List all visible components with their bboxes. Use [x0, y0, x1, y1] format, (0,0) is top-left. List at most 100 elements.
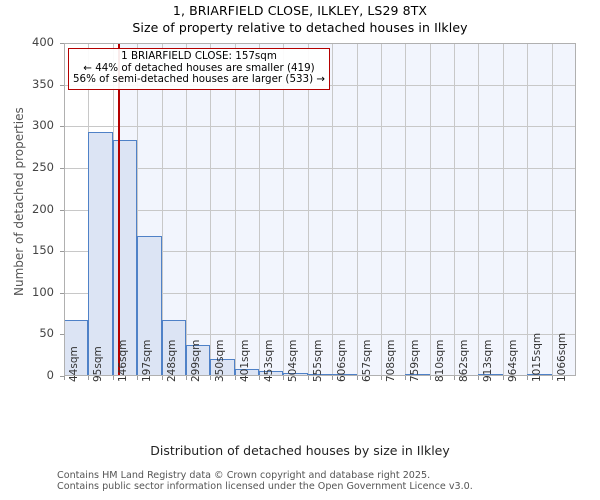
- gridline-vertical: [551, 43, 553, 376]
- gridline-horizontal: [64, 334, 576, 336]
- footer-line-2: Contains public sector information licen…: [57, 481, 473, 492]
- y-tick-label: 150: [32, 243, 54, 258]
- y-tick-label: 350: [32, 76, 54, 91]
- annotation-line-2: ← 44% of detached houses are smaller (41…: [83, 61, 315, 74]
- y-tick-label: 0: [46, 368, 54, 382]
- gridline-vertical: [380, 43, 382, 376]
- x-tick-label: 453sqm: [263, 339, 276, 382]
- x-tick-label: 197sqm: [141, 339, 154, 382]
- y-tick-mark: [60, 167, 64, 169]
- histogram-bar: [185, 345, 211, 376]
- x-tick-label: 1066sqm: [555, 332, 568, 382]
- y-tick-mark: [60, 84, 64, 86]
- x-tick-label: 964sqm: [506, 339, 519, 382]
- gridline-vertical: [259, 43, 261, 376]
- y-tick-label: 100: [32, 284, 54, 299]
- x-tick-mark: [405, 376, 407, 380]
- gridline-vertical: [429, 43, 431, 376]
- gridline-vertical: [502, 43, 504, 376]
- gridline-vertical: [161, 43, 163, 376]
- gridline-vertical: [527, 43, 529, 376]
- x-tick-label: 95sqm: [92, 346, 105, 382]
- x-tick-mark: [380, 376, 382, 380]
- gridline-horizontal: [64, 251, 576, 253]
- x-tick-mark: [454, 376, 456, 380]
- gridline-horizontal: [64, 167, 576, 169]
- x-tick-label: 555sqm: [311, 339, 324, 382]
- x-tick-mark: [551, 376, 553, 380]
- x-tick-label: 44sqm: [68, 346, 80, 382]
- page-subtitle: Size of property relative to detached ho…: [132, 20, 468, 35]
- gridline-vertical: [478, 43, 480, 376]
- x-tick-label: 299sqm: [189, 339, 202, 382]
- gridline-vertical: [454, 43, 456, 376]
- y-tick-label: 200: [32, 201, 54, 216]
- x-tick-label: 862sqm: [458, 339, 471, 382]
- x-tick-mark: [356, 376, 358, 380]
- plot-area: [64, 43, 576, 376]
- annotation-line-1: 1 BRIARFIELD CLOSE: 157sqm: [121, 50, 277, 62]
- x-tick-mark: [332, 376, 334, 380]
- x-tick-mark: [112, 376, 114, 380]
- x-tick-mark: [234, 376, 236, 380]
- gridline-vertical: [137, 43, 139, 376]
- gridline-horizontal: [64, 126, 576, 128]
- gridline-vertical: [307, 43, 309, 376]
- x-tick-label: 146sqm: [116, 339, 129, 382]
- x-tick-label: 401sqm: [238, 339, 251, 382]
- x-tick-mark: [161, 376, 163, 380]
- histogram-bar: [137, 236, 162, 376]
- gridline-vertical: [405, 43, 407, 376]
- x-tick-mark: [64, 376, 65, 380]
- gridline-vertical: [332, 43, 334, 376]
- gridline-vertical: [234, 43, 236, 376]
- x-tick-mark: [137, 376, 139, 380]
- x-tick-label: 708sqm: [384, 339, 397, 382]
- x-tick-mark: [88, 376, 90, 380]
- gridline-vertical: [210, 43, 212, 376]
- annotation-line-3: 56% of semi-detached houses are larger (…: [73, 73, 326, 86]
- y-tick-label: 50: [39, 326, 54, 341]
- gridline-horizontal: [64, 43, 576, 44]
- x-tick-mark: [185, 376, 187, 380]
- gridline-vertical: [185, 43, 187, 376]
- x-tick-label: 810sqm: [433, 339, 446, 382]
- x-tick-mark: [259, 376, 261, 380]
- x-tick-label: 1015sqm: [531, 332, 544, 382]
- y-tick-label: 300: [32, 118, 54, 133]
- property-annotation-box: 1 BRIARFIELD CLOSE: 157sqm ← 44% of deta…: [68, 48, 330, 90]
- x-tick-label: 657sqm: [360, 339, 373, 382]
- footer-line-1: Contains HM Land Registry data © Crown c…: [57, 470, 431, 481]
- x-tick-label: 248sqm: [165, 339, 178, 382]
- y-tick-mark: [60, 292, 64, 294]
- x-tick-mark: [283, 376, 285, 380]
- y-tick-mark: [60, 334, 64, 336]
- histogram-bar: [161, 320, 186, 376]
- histogram-bar: [88, 132, 113, 376]
- x-tick-mark: [502, 376, 504, 380]
- x-tick-mark: [210, 376, 212, 380]
- x-tick-label: 913sqm: [482, 339, 495, 382]
- y-tick-mark: [60, 251, 64, 253]
- gridline-horizontal: [64, 209, 576, 211]
- y-tick-mark: [60, 209, 64, 211]
- y-tick-label: 250: [32, 159, 54, 174]
- x-tick-mark: [527, 376, 529, 380]
- y-tick-mark: [60, 376, 64, 377]
- property-size-marker-line: [118, 43, 120, 376]
- x-tick-label: 504sqm: [287, 339, 300, 382]
- x-axis-title: Distribution of detached houses by size …: [150, 443, 450, 458]
- x-tick-label: 350sqm: [214, 339, 227, 382]
- x-tick-label: 606sqm: [336, 339, 349, 382]
- gridline-horizontal: [64, 292, 576, 294]
- x-tick-mark: [478, 376, 480, 380]
- y-axis-title: Number of detached properties: [12, 106, 26, 296]
- gridline-vertical: [356, 43, 358, 376]
- y-tick-mark: [60, 126, 64, 128]
- x-tick-mark: [429, 376, 431, 380]
- gridline-vertical: [283, 43, 285, 376]
- x-tick-label: 759sqm: [409, 339, 422, 382]
- y-tick-mark: [60, 43, 64, 44]
- page-title: 1, BRIARFIELD CLOSE, ILKLEY, LS29 8TX: [172, 3, 428, 18]
